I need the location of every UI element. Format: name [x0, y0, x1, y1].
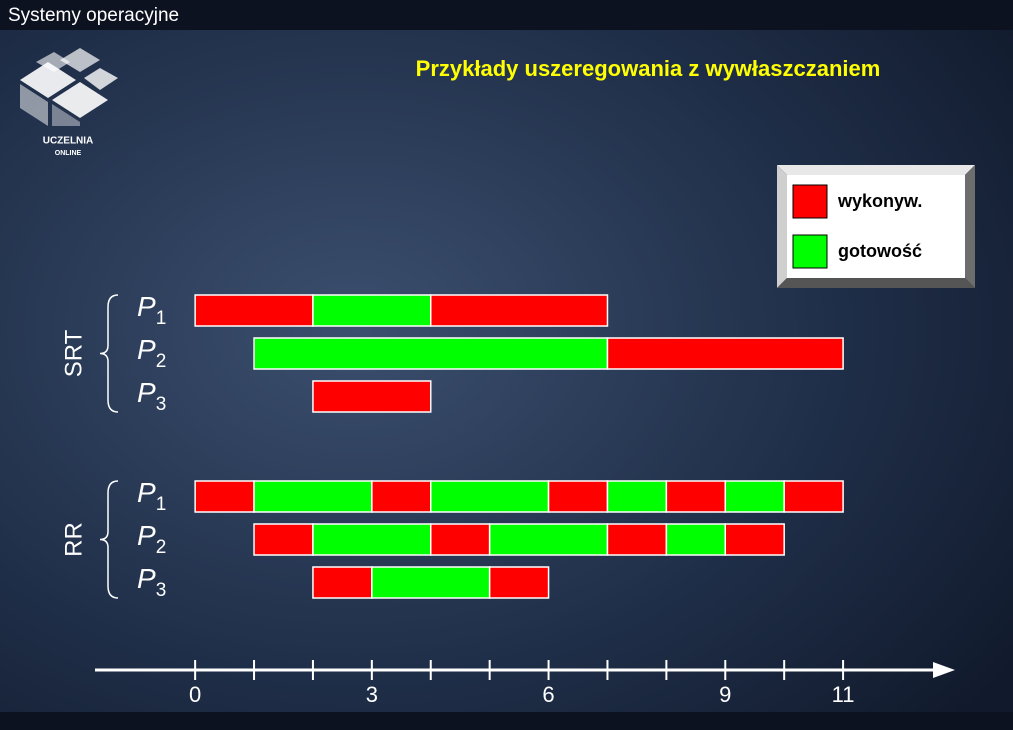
row-label: P3: [137, 377, 166, 415]
legend-label: wykonyw.: [837, 191, 922, 211]
x-tick-label: 9: [719, 682, 731, 707]
row-label: P2: [137, 334, 166, 372]
segment: [606, 480, 668, 513]
segment: [312, 294, 432, 327]
segment: [194, 480, 255, 513]
segment: [430, 294, 609, 327]
row-letter: P: [137, 477, 156, 508]
segment: [430, 523, 491, 556]
segment: [312, 380, 432, 413]
segment: [665, 480, 727, 513]
group-label: SRT: [60, 329, 87, 377]
segment: [665, 523, 727, 556]
x-tick-label: 3: [366, 682, 378, 707]
segment: [312, 566, 373, 599]
row-label: P1: [137, 477, 166, 515]
row-subscript: 3: [156, 394, 167, 415]
segment: [783, 480, 844, 513]
row-label: P3: [137, 563, 166, 601]
legend-swatch: [792, 184, 828, 219]
segment: [724, 480, 785, 513]
logo-text: UCZELNIA: [43, 136, 94, 147]
top-bar: [0, 0, 1013, 30]
segment: [488, 566, 550, 599]
segment: [253, 523, 314, 556]
segment: [606, 523, 668, 556]
row-label: P1: [137, 291, 166, 329]
row-letter: P: [137, 334, 156, 365]
row-letter: P: [137, 520, 156, 551]
segment: [547, 480, 609, 513]
course-name: Systemy operacyjne: [8, 5, 179, 26]
x-tick-label: 0: [189, 682, 201, 707]
row-letter: P: [137, 563, 156, 594]
row-subscript: 1: [156, 308, 167, 329]
row-subscript: 1: [156, 494, 167, 515]
row-letter: P: [137, 377, 156, 408]
row-letter: P: [137, 291, 156, 322]
segment: [371, 566, 491, 599]
logo-text: ONLINE: [55, 150, 82, 157]
segment: [253, 337, 609, 370]
brace: [99, 294, 119, 413]
x-tick-label: 6: [542, 682, 554, 707]
bottom-bar: [0, 712, 1013, 730]
segment: [488, 523, 609, 556]
legend-label: gotowość: [838, 241, 922, 261]
x-tick-label: 11: [832, 682, 855, 707]
segment: [724, 523, 785, 556]
row-subscript: 2: [156, 351, 167, 372]
segment: [312, 523, 432, 556]
row-label: P2: [137, 520, 166, 558]
group-label: RR: [60, 522, 87, 557]
chart-title: Przykłady uszeregowania z wywłaszczaniem: [416, 56, 881, 81]
segment: [253, 480, 373, 513]
segment: [371, 480, 432, 513]
brace: [99, 480, 119, 599]
legend-swatch: [792, 234, 828, 269]
legend: [777, 165, 975, 288]
row-subscript: 3: [156, 580, 167, 601]
segment: [606, 337, 844, 370]
axis-arrow: [933, 662, 955, 678]
segment: [194, 294, 314, 327]
row-subscript: 2: [156, 537, 167, 558]
segment: [430, 480, 550, 513]
logo: UCZELNIA ONLINE: [20, 48, 118, 157]
